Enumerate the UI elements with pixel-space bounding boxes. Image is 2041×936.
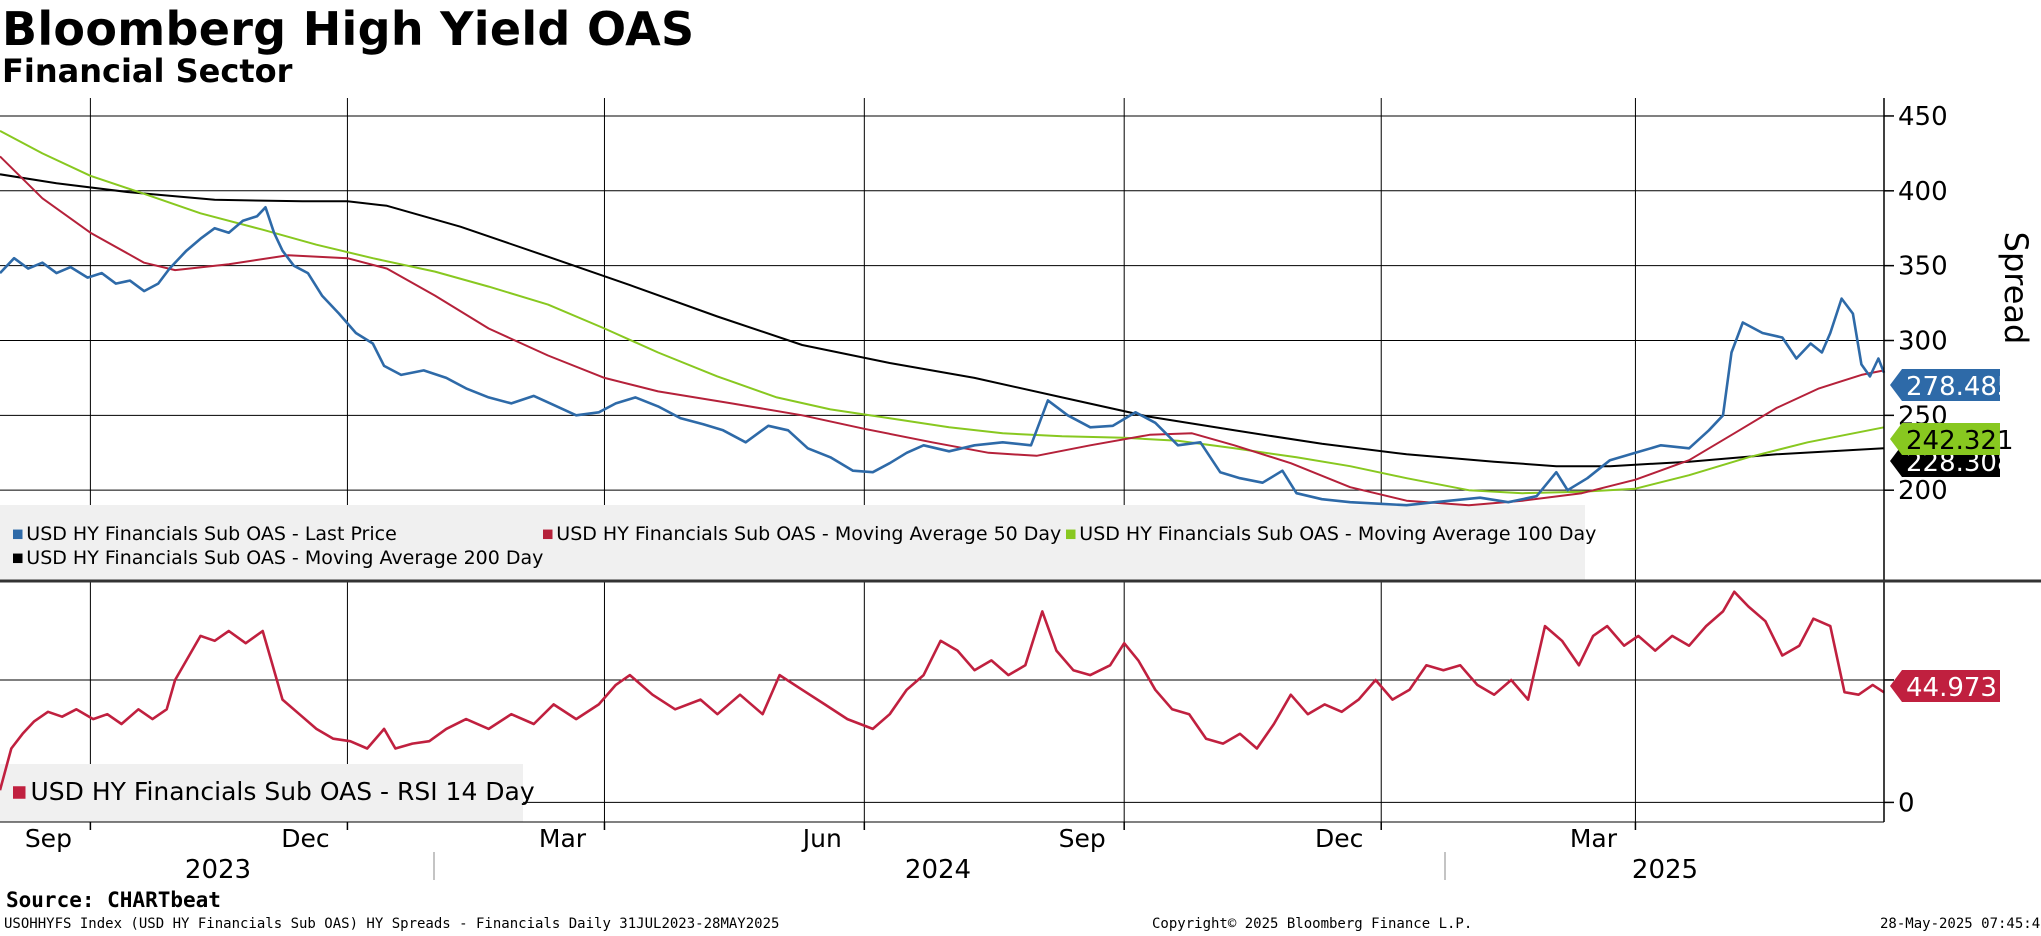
top-ytick-label-4: 400 (1898, 177, 1948, 207)
xtick-label-4: Sep (1059, 824, 1106, 853)
top-panel-series (0, 130, 1886, 507)
ma100-last-value-badge-bg (1890, 423, 2000, 455)
top-ytick-label-2: 300 (1898, 326, 1948, 356)
legend-ma50-label: USD HY Financials Sub OAS - Moving Avera… (556, 523, 1061, 545)
xtick-label-2: Mar (539, 824, 587, 853)
footer-timestamp: 28-May-2025 07:45:40 (1880, 916, 2041, 932)
moving-average-series-1 (0, 130, 1885, 495)
legend-entries: USD HY Financials Sub OAS - Last Price US… (13, 523, 1596, 806)
top-legend-box (0, 505, 1585, 580)
xtick-label-3: Jun (801, 824, 842, 853)
legend-rsi-label: USD HY Financials Sub OAS - RSI 14 Day (31, 777, 535, 806)
year-label-2: 2025 (1632, 855, 1698, 880)
bottom-panel-series (0, 590, 1885, 791)
bottom-legend-background (0, 764, 523, 822)
top-ytick-label-5: 450 (1898, 102, 1948, 132)
bottom-legend-box (0, 764, 523, 822)
top-ytick-label-3: 350 (1898, 252, 1948, 282)
rsi-last-value-badge-text: 44.973 (1906, 673, 1997, 703)
legend-last-price-swatch (13, 529, 23, 540)
legend-rsi-swatch (13, 786, 26, 799)
bottom-ytick-label-0: 0 (1898, 788, 1915, 818)
xtick-label-0: Sep (25, 824, 72, 853)
chart-frame (0, 98, 2041, 823)
year-label-0: 2023 (185, 855, 251, 880)
xtick-label-6: Mar (1570, 824, 1618, 853)
year-label-1: 2024 (905, 855, 971, 880)
chart-subtitle: Financial Sector (2, 52, 293, 90)
legend-ma100-swatch (1066, 529, 1076, 540)
rsi-series-0 (0, 590, 1885, 791)
legend-ma100-label: USD HY Financials Sub OAS - Moving Avera… (1079, 523, 1596, 545)
last-price-value-badge-text: 278.485 (1906, 372, 2014, 402)
moving-average-series-2 (0, 155, 1885, 507)
moving-average-series-0 (0, 173, 1885, 468)
y-axis-label: Spread (1997, 232, 2035, 345)
chart-title: Bloomberg High Yield OAS (2, 2, 695, 56)
legend-ma50-swatch (543, 529, 553, 540)
footer-ticker-info: USOHHYFS Index (USD HY Financials Sub OA… (4, 916, 780, 932)
top-ytick-label-0: 200 (1898, 476, 1948, 506)
legend-ma200-swatch (13, 553, 23, 564)
rsi-last-value-badge-bg (1890, 670, 2000, 702)
xtick-label-1: Dec (281, 824, 329, 853)
xtick-label-5: Dec (1315, 824, 1363, 853)
top-legend-background (0, 505, 1585, 580)
last-price-value-badge-bg (1890, 369, 2000, 401)
legend-last-price-label: USD HY Financials Sub OAS - Last Price (26, 523, 397, 545)
footer-copyright: Copyright© 2025 Bloomberg Finance L.P. (1152, 916, 1473, 932)
legend-ma200-label: USD HY Financials Sub OAS - Moving Avera… (26, 547, 543, 569)
last-price-series-0 (0, 206, 1886, 507)
ma100-last-value-badge-text: 242.321 (1906, 426, 2014, 456)
source-label: Source: CHARTbeat (6, 888, 221, 912)
